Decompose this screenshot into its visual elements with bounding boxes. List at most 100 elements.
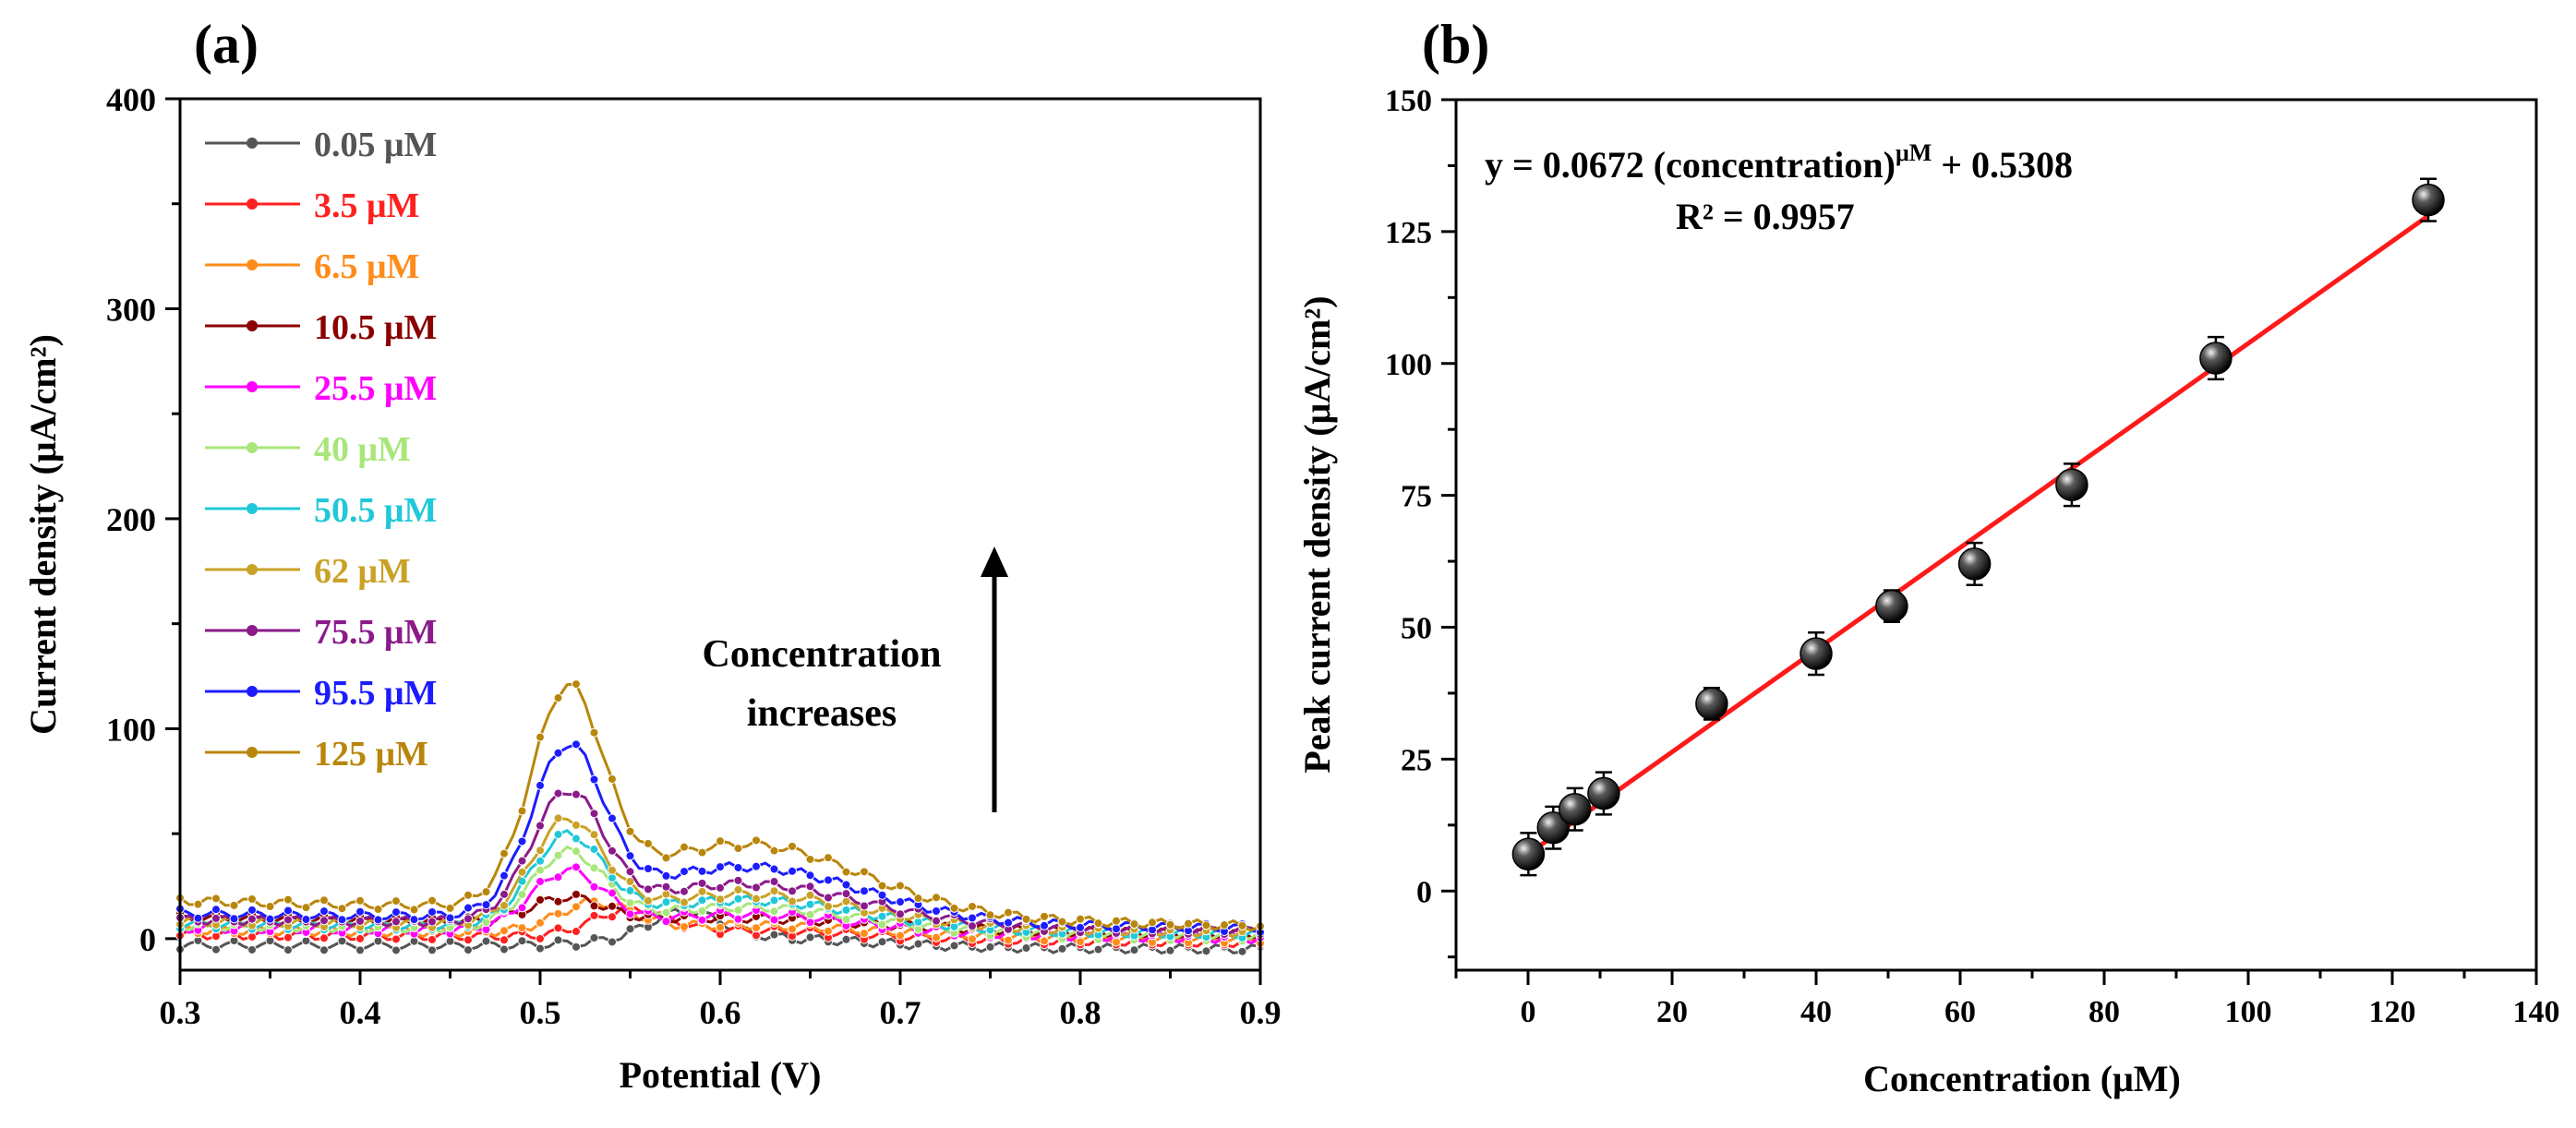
chart-a-point [409,905,419,915]
chart-a-point [391,917,401,927]
chart-a-point [536,877,545,887]
chart-a-point [860,929,869,939]
chart-a-series-line [179,682,1261,932]
chart-a-point [733,844,743,854]
chart-a-point [500,944,509,954]
chart-a-point [319,906,329,917]
chart-b-point [1800,637,1833,670]
chart-a-point [608,813,617,823]
chart-a-point [193,899,203,909]
chart-a-point [536,943,545,954]
chart-a-point [391,907,401,918]
chart-b-ytick-label: 25 [1401,743,1432,777]
chart-a-ytick-label: 200 [106,501,156,538]
chart-a-point [716,836,725,846]
panel-label-b: (b) [1422,14,1489,75]
chart-a-point [1220,920,1229,930]
chart-a-point [265,914,275,924]
chart-a-point [932,932,941,942]
chart-a-point [824,875,833,885]
chart-a-point [716,922,725,932]
chart-a-point [824,926,833,936]
chart-a-point [553,693,563,703]
chart-a-point [572,862,581,872]
chart-a-point [752,882,761,893]
chart-a-point [1201,920,1211,930]
chart-a-point [481,887,491,897]
chart-a-xlabel: Potential (V) [620,1054,822,1096]
chart-a-point [1004,918,1013,928]
chart-a-legend: 0.05 μM 3.5 μM 6.5 μM 10.5 μM 25.5 μM 40 μM 50… [205,126,437,774]
chart-a-point [1237,946,1247,956]
chart-b-xtick-label: 20 [1656,995,1688,1029]
chart-b-xtick-label: 0 [1521,995,1536,1029]
chart-a-point [625,867,635,877]
chart-a-point [283,945,293,955]
chart-a: 0.3 0.4 0.5 0.6 0.7 0.8 0.9 0 100 200 300 400 Poten… [22,81,1282,1096]
chart-a-point [625,924,635,934]
chart-a-point [481,900,491,910]
chart-b-xtick-label: 120 [2369,995,2416,1029]
chart-a-point [841,889,851,899]
chart-a-point [1237,920,1247,930]
chart-a-point [536,846,545,856]
chart-a-point [500,870,509,881]
chart-b-fit-line [1526,213,2430,857]
chart-a-frame [178,97,1262,972]
chart-a-point [1129,945,1139,955]
legend-marker [247,381,258,392]
chart-a-point [572,889,581,899]
legend-marker [247,503,258,514]
chart-a-xtick-label: 0.5 [520,994,561,1031]
chart-a-point [769,846,779,856]
chart-a-point [589,882,599,892]
chart-a-point [769,895,779,906]
chart-a-point [589,901,599,911]
chart-a-point [463,890,473,900]
chart-a-point [752,861,761,871]
chart-a-point [661,853,671,863]
chart-a-point [463,945,473,955]
chart-b-ytick-label: 0 [1416,875,1432,909]
chart-a-point [536,918,545,928]
legend-marker [247,320,258,331]
chart-a-point [896,930,905,941]
chart-a-point [896,881,905,891]
legend-label: 25.5 μM [314,369,437,408]
chart-a-arrow-head [981,546,1008,577]
chart-a-point [968,901,977,911]
chart-a-point [860,901,869,911]
chart-b-xlabel: Concentration (μM) [1863,1058,2181,1099]
chart-a-point [788,886,797,896]
chart-a-point [932,893,941,903]
chart-a-point [391,945,401,955]
chart-a-point [427,895,437,906]
chart-b-point [1875,589,1908,623]
chart-b-point [2199,342,2233,375]
chart-a-point [517,836,527,846]
chart-a-point [1093,918,1103,929]
chart-b-ylabel: Peak current density (μA/cm²) [1296,295,1338,773]
legend-marker [247,686,258,697]
chart-a-point [500,848,509,858]
chart-b-points-layer [1511,177,2445,877]
chart-a-point [572,820,581,830]
chart-a-point [716,894,725,905]
chart-a-point [1129,919,1139,930]
chart-a-point [661,897,671,907]
legend-label: 50.5 μM [314,491,437,530]
chart-a-point [805,870,815,881]
legend-label: 75.5 μM [314,613,437,652]
chart-a-point [283,915,293,925]
chart-a-point [500,889,509,899]
chart-a-point [553,896,563,906]
chart-a-point [752,835,761,846]
chart-a-point [1004,907,1013,918]
chart-a-point [968,934,977,944]
chart-a-point [536,933,545,943]
chart-a-point [1093,944,1103,954]
chart-a-xtick-label: 0.7 [880,994,921,1031]
chart-b-xtick-label: 80 [2088,995,2120,1029]
chart-a-point [788,896,797,906]
chart-a-point [301,936,311,946]
